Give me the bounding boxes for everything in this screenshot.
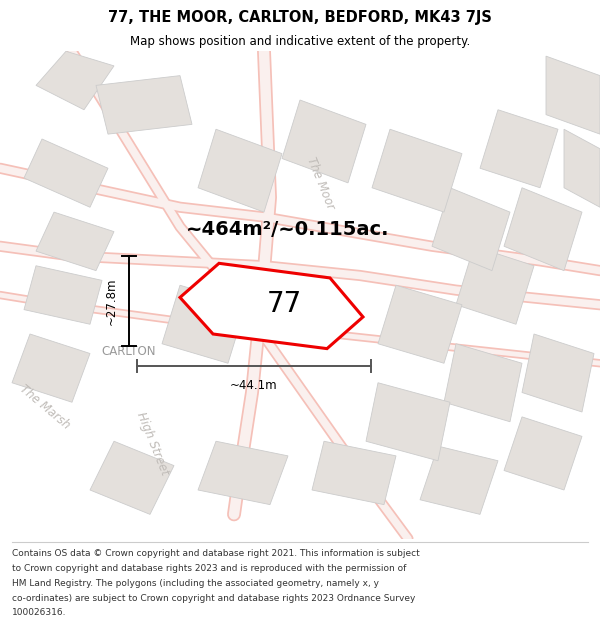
Polygon shape (312, 441, 396, 504)
Polygon shape (522, 334, 594, 412)
Polygon shape (378, 285, 462, 363)
Text: ~464m²/~0.115ac.: ~464m²/~0.115ac. (186, 219, 390, 239)
Text: The Marsh: The Marsh (17, 382, 73, 432)
Text: 77, THE MOOR, CARLTON, BEDFORD, MK43 7JS: 77, THE MOOR, CARLTON, BEDFORD, MK43 7JS (108, 10, 492, 25)
Polygon shape (36, 51, 114, 110)
Text: ~27.8m: ~27.8m (105, 278, 118, 325)
Polygon shape (546, 56, 600, 134)
Polygon shape (432, 188, 510, 271)
Polygon shape (36, 212, 114, 271)
Text: 77: 77 (266, 290, 302, 318)
Polygon shape (504, 188, 582, 271)
Polygon shape (90, 441, 174, 514)
Polygon shape (366, 382, 450, 461)
Polygon shape (504, 417, 582, 490)
Text: Contains OS data © Crown copyright and database right 2021. This information is : Contains OS data © Crown copyright and d… (12, 549, 420, 558)
Text: co-ordinates) are subject to Crown copyright and database rights 2023 Ordnance S: co-ordinates) are subject to Crown copyr… (12, 594, 415, 602)
Polygon shape (372, 129, 462, 212)
Polygon shape (198, 129, 282, 212)
Polygon shape (198, 441, 288, 504)
Text: HM Land Registry. The polygons (including the associated geometry, namely x, y: HM Land Registry. The polygons (includin… (12, 579, 379, 587)
Text: High Street: High Street (134, 410, 172, 477)
Text: ~44.1m: ~44.1m (230, 379, 278, 392)
Text: to Crown copyright and database rights 2023 and is reproduced with the permissio: to Crown copyright and database rights 2… (12, 564, 406, 573)
Polygon shape (444, 344, 522, 422)
Text: The Moor: The Moor (305, 155, 337, 211)
Polygon shape (564, 129, 600, 208)
Polygon shape (24, 266, 102, 324)
Text: 100026316.: 100026316. (12, 609, 67, 618)
Polygon shape (420, 446, 498, 514)
Polygon shape (180, 263, 363, 349)
Text: CARLTON: CARLTON (102, 344, 156, 357)
Text: Map shows position and indicative extent of the property.: Map shows position and indicative extent… (130, 35, 470, 48)
Polygon shape (480, 110, 558, 188)
Polygon shape (162, 285, 246, 363)
Polygon shape (456, 246, 534, 324)
Polygon shape (12, 334, 90, 402)
Polygon shape (24, 139, 108, 208)
Polygon shape (96, 76, 192, 134)
Polygon shape (282, 100, 366, 183)
